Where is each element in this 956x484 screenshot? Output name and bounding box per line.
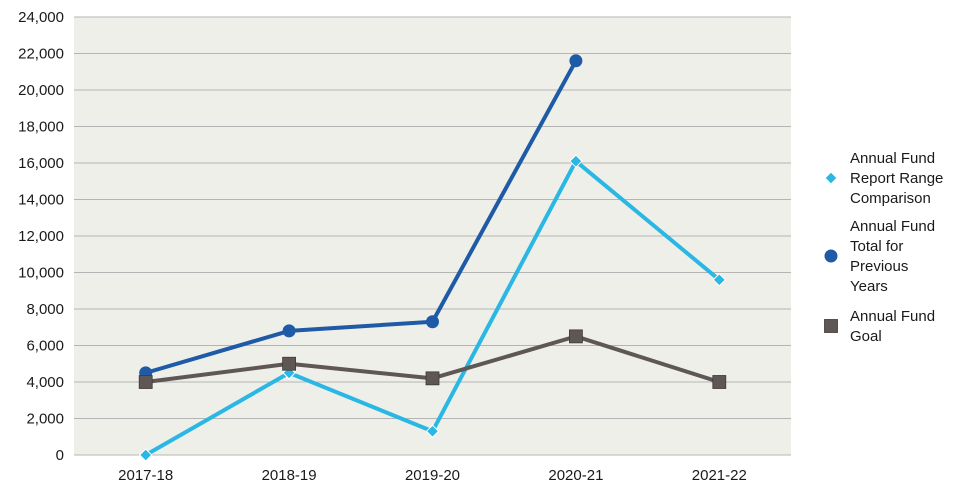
- y-tick-label: 10,000: [18, 265, 64, 282]
- legend-label: Report Range: [850, 170, 943, 187]
- legend-label: Previous: [850, 258, 908, 275]
- legend-marker: [824, 249, 838, 263]
- data-point: [138, 448, 153, 462]
- legend-label: Goal: [850, 328, 882, 345]
- legend-label: Annual Fund: [850, 150, 935, 167]
- y-tick-label: 24,000: [18, 9, 64, 26]
- series-group: [138, 54, 727, 462]
- data-point: [282, 356, 297, 371]
- x-tick-label: 2017-18: [118, 467, 173, 484]
- legend-marker: [824, 319, 838, 333]
- data-point: [712, 273, 727, 287]
- data-point: [426, 315, 439, 329]
- x-tick-label: 2018-19: [262, 467, 317, 484]
- y-tick-label: 2,000: [26, 411, 64, 428]
- y-axis: 0 2,000 4,000 6,000 8,000 10,000 12,000 14,000 1…: [18, 9, 64, 464]
- x-tick-label: 2021-22: [692, 467, 747, 484]
- series-square: [138, 329, 727, 389]
- y-tick-label: 6,000: [26, 338, 64, 355]
- legend-label: Annual Fund: [850, 218, 935, 235]
- y-tick-label: 12,000: [18, 228, 64, 245]
- legend-label: Years: [850, 278, 888, 295]
- data-point: [425, 371, 440, 386]
- x-tick-label: 2019-20: [405, 467, 460, 484]
- data-point: [138, 375, 153, 389]
- legend-label: Annual Fund: [850, 308, 935, 325]
- legend: Annual Fund Report Range Comparison Annual …: [824, 150, 943, 345]
- data-point: [282, 324, 296, 338]
- data-point: [569, 154, 583, 168]
- data-point: [569, 329, 583, 344]
- y-tick-label: 16,000: [18, 155, 64, 172]
- y-tick-label: 4,000: [26, 374, 64, 391]
- data-point: [712, 375, 727, 389]
- y-tick-label: 8,000: [26, 301, 64, 318]
- legend-marker: [824, 171, 838, 185]
- y-tick-label: 0: [56, 447, 64, 464]
- y-tick-label: 22,000: [18, 46, 64, 63]
- x-axis: 2017-18 2018-19 2019-20 2020-21 2021-22: [118, 467, 747, 484]
- series-diamond: [138, 154, 727, 462]
- y-tick-label: 20,000: [18, 82, 64, 99]
- legend-label: Total for: [850, 238, 903, 255]
- data-point: [425, 424, 440, 438]
- y-tick-label: 18,000: [18, 119, 64, 136]
- x-tick-label: 2020-21: [548, 467, 603, 484]
- data-point: [569, 54, 583, 68]
- legend-label: Comparison: [850, 190, 931, 207]
- series-line: [143, 58, 578, 375]
- y-tick-label: 14,000: [18, 192, 64, 209]
